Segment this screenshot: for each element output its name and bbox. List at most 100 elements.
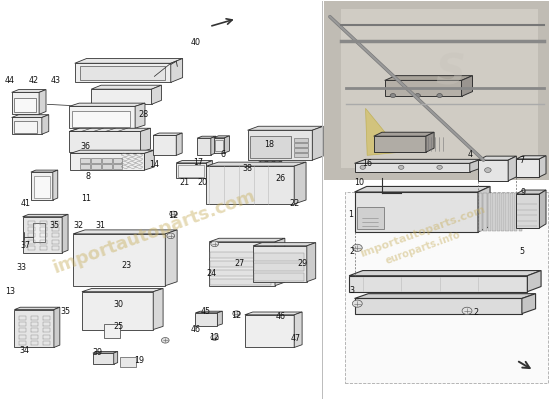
Polygon shape bbox=[70, 153, 145, 170]
Polygon shape bbox=[206, 162, 306, 166]
Polygon shape bbox=[12, 90, 46, 92]
Polygon shape bbox=[80, 158, 90, 163]
Text: 35: 35 bbox=[50, 222, 59, 230]
Polygon shape bbox=[80, 164, 90, 169]
Polygon shape bbox=[32, 223, 45, 242]
Polygon shape bbox=[69, 106, 135, 128]
Polygon shape bbox=[522, 294, 536, 314]
Polygon shape bbox=[245, 312, 302, 315]
Polygon shape bbox=[93, 353, 114, 364]
Polygon shape bbox=[516, 194, 540, 228]
Polygon shape bbox=[355, 186, 490, 192]
Polygon shape bbox=[206, 166, 294, 204]
Text: 41: 41 bbox=[21, 200, 31, 208]
Polygon shape bbox=[514, 193, 518, 231]
Polygon shape bbox=[294, 162, 306, 204]
Text: 12: 12 bbox=[210, 333, 219, 342]
Text: S: S bbox=[436, 52, 465, 94]
Polygon shape bbox=[294, 143, 308, 147]
Polygon shape bbox=[492, 193, 496, 231]
Text: 4: 4 bbox=[468, 150, 473, 159]
Polygon shape bbox=[102, 158, 112, 163]
Polygon shape bbox=[324, 1, 549, 180]
Text: 11: 11 bbox=[81, 194, 91, 202]
Text: 29: 29 bbox=[298, 259, 307, 268]
Polygon shape bbox=[206, 160, 212, 178]
Text: 2: 2 bbox=[473, 308, 478, 317]
Polygon shape bbox=[345, 192, 548, 383]
Polygon shape bbox=[294, 138, 308, 142]
Polygon shape bbox=[248, 126, 323, 130]
Circle shape bbox=[353, 300, 362, 307]
Polygon shape bbox=[91, 85, 162, 89]
Polygon shape bbox=[505, 193, 509, 231]
Polygon shape bbox=[93, 352, 118, 353]
Polygon shape bbox=[501, 193, 504, 231]
Polygon shape bbox=[213, 138, 224, 153]
Text: 1: 1 bbox=[348, 210, 353, 219]
Text: 33: 33 bbox=[16, 263, 26, 272]
Polygon shape bbox=[273, 161, 282, 162]
Polygon shape bbox=[519, 193, 522, 231]
Text: 27: 27 bbox=[234, 259, 244, 268]
Polygon shape bbox=[341, 9, 538, 168]
Polygon shape bbox=[73, 234, 166, 286]
Text: 6: 6 bbox=[221, 150, 225, 160]
Text: 25: 25 bbox=[113, 322, 124, 331]
Polygon shape bbox=[266, 162, 272, 174]
Text: 45: 45 bbox=[200, 307, 211, 316]
Circle shape bbox=[485, 168, 491, 172]
Text: importautoparts.com: importautoparts.com bbox=[359, 204, 487, 259]
Polygon shape bbox=[479, 193, 482, 231]
Polygon shape bbox=[210, 278, 271, 284]
Polygon shape bbox=[210, 270, 271, 276]
Polygon shape bbox=[75, 63, 170, 82]
Polygon shape bbox=[307, 243, 316, 282]
Polygon shape bbox=[120, 357, 136, 367]
Polygon shape bbox=[14, 307, 60, 310]
Polygon shape bbox=[510, 193, 513, 231]
Polygon shape bbox=[114, 352, 118, 364]
Polygon shape bbox=[69, 128, 151, 132]
Polygon shape bbox=[294, 148, 308, 152]
Text: 7: 7 bbox=[519, 156, 525, 165]
Polygon shape bbox=[145, 150, 155, 170]
Text: 47: 47 bbox=[291, 334, 301, 343]
Polygon shape bbox=[176, 133, 182, 155]
Circle shape bbox=[415, 94, 420, 98]
Polygon shape bbox=[366, 108, 401, 155]
Polygon shape bbox=[113, 158, 123, 163]
Polygon shape bbox=[102, 164, 112, 169]
Text: 18: 18 bbox=[265, 140, 274, 149]
Text: 5: 5 bbox=[519, 247, 525, 256]
Polygon shape bbox=[254, 254, 304, 260]
Polygon shape bbox=[374, 136, 426, 152]
Polygon shape bbox=[176, 160, 212, 163]
Circle shape bbox=[462, 307, 472, 314]
Polygon shape bbox=[213, 136, 229, 138]
Polygon shape bbox=[426, 132, 434, 152]
Text: 31: 31 bbox=[96, 222, 106, 230]
Polygon shape bbox=[355, 298, 522, 314]
Polygon shape bbox=[312, 126, 323, 160]
Text: 9: 9 bbox=[520, 188, 526, 196]
Polygon shape bbox=[42, 115, 49, 134]
Polygon shape bbox=[266, 161, 274, 162]
Text: 8: 8 bbox=[86, 172, 91, 180]
Polygon shape bbox=[91, 164, 101, 169]
Polygon shape bbox=[70, 150, 155, 153]
Text: 44: 44 bbox=[5, 76, 15, 85]
Text: 38: 38 bbox=[243, 164, 252, 173]
Polygon shape bbox=[80, 66, 166, 80]
Polygon shape bbox=[113, 164, 123, 169]
Polygon shape bbox=[254, 263, 304, 270]
Polygon shape bbox=[355, 163, 470, 172]
Polygon shape bbox=[540, 156, 546, 177]
Polygon shape bbox=[294, 153, 308, 157]
Text: 32: 32 bbox=[74, 222, 84, 230]
Text: 36: 36 bbox=[81, 142, 91, 151]
Circle shape bbox=[398, 165, 404, 169]
Polygon shape bbox=[253, 243, 316, 246]
Polygon shape bbox=[497, 193, 500, 231]
Text: 35: 35 bbox=[60, 307, 70, 316]
